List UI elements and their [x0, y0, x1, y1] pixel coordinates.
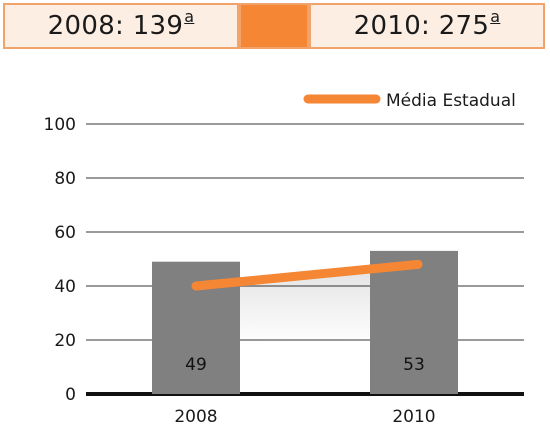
- rank-separator: [239, 3, 309, 49]
- y-tick-label-40: 40: [54, 277, 76, 297]
- bar-value-label-2010: 53: [403, 355, 425, 375]
- rank-value-2010: 275: [438, 11, 490, 41]
- line-media-estadual: [191, 259, 423, 291]
- bar-value-label-2008: 49: [185, 355, 207, 375]
- rank-box-2010: 2010: 275 a: [309, 3, 545, 49]
- rank-year-2008: 2008:: [47, 11, 125, 41]
- x-tick-label-2010: 2010: [392, 407, 435, 427]
- ranking-header: 2008: 139 a 2010: 275 a: [3, 3, 545, 49]
- y-tick-label-0: 0: [65, 385, 76, 405]
- y-tick-label-100: 100: [44, 115, 76, 135]
- rank-box-2008: 2008: 139 a: [3, 3, 239, 49]
- rank-year-2010: 2010:: [353, 11, 431, 41]
- bar-2010: [370, 250, 458, 394]
- rank-ordinal-2008: a: [184, 6, 195, 26]
- y-tick-label-60: 60: [54, 223, 76, 243]
- y-tick-label-80: 80: [54, 169, 76, 189]
- rank-ordinal-2010: a: [490, 6, 501, 26]
- y-tick-label-20: 20: [54, 331, 76, 351]
- rank-value-2008: 139: [132, 11, 184, 41]
- x-tick-label-2008: 2008: [174, 407, 217, 427]
- legend-label-media-estadual: Média Estadual: [386, 91, 516, 111]
